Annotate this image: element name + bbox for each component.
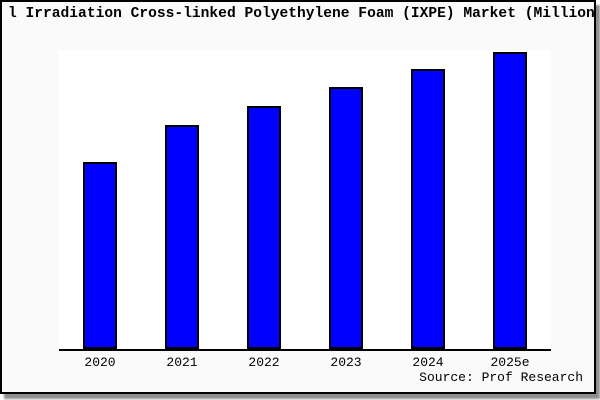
x-tick-label-2023: 2023 [330, 355, 362, 370]
bar-2022 [247, 106, 281, 349]
bar-2021 [165, 125, 199, 349]
bar-2023 [329, 87, 363, 349]
bar-slot-2022 [223, 50, 305, 349]
source-credit: Source: Prof Research [419, 370, 583, 385]
plot-area [59, 50, 551, 351]
bar-slot-2021 [141, 50, 223, 349]
x-axis-labels: 2020 2021 2022 2023 2024 2025e [59, 355, 551, 370]
x-tick-label-2024: 2024 [412, 355, 444, 370]
x-tick-label-2022: 2022 [248, 355, 280, 370]
chart-title: l Irradiation Cross-linked Polyethylene … [8, 6, 594, 22]
bar-2024 [411, 69, 445, 349]
bar-slot-2025e [469, 50, 551, 349]
bar-slot-2023 [305, 50, 387, 349]
bar-slot-2024 [387, 50, 469, 349]
bar-slot-2020 [59, 50, 141, 349]
x-tick-label-2025e: 2025e [490, 355, 530, 370]
bar-2025e [493, 52, 527, 349]
x-tick-label-2021: 2021 [166, 355, 198, 370]
chart-frame: l Irradiation Cross-linked Polyethylene … [0, 0, 596, 394]
bars-row [59, 50, 551, 349]
x-tick-label-2020: 2020 [84, 355, 116, 370]
bar-2020 [83, 161, 117, 349]
